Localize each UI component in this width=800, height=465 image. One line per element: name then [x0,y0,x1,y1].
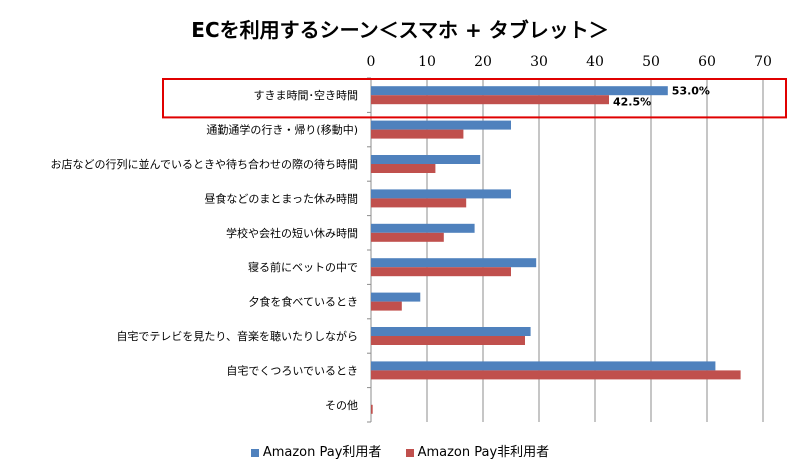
x-tick-label: 70 [754,54,772,70]
bar-series-0-cat-8 [371,361,716,371]
data-label: 42.5% [613,96,651,109]
data-label: 53.0% [672,85,710,98]
bar-series-1-cat-8 [371,370,741,380]
bar-series-0-cat-7 [371,327,531,336]
x-tick-label: 0 [367,54,376,70]
category-label: 学校や会社の短い休み時間 [226,226,358,240]
legend-swatch-series-1 [405,448,414,457]
x-tick-label: 60 [698,54,716,70]
category-label: 自宅でテレビを見たり、音楽を聴いたりしながら [116,329,358,343]
category-label: お店などの行列に並んでいるときや待ち合わせの際の待ち時間 [51,157,358,171]
category-label: 寝る前にベットの中で [248,260,358,274]
bar-series-0-cat-3 [371,189,511,199]
bar-series-1-cat-0 [371,95,609,105]
bar-series-1-cat-9 [371,404,373,414]
category-label: 自宅でくつろいでいるとき [226,363,358,377]
bar-series-0-cat-6 [371,292,421,302]
category-label: 昼食などのまとまった休み時間 [204,191,358,205]
bar-series-0-cat-0 [371,86,668,96]
category-label: 通勤通学の行き・帰り(移動中) [206,123,358,137]
bar-series-1-cat-7 [371,336,525,345]
bar-series-1-cat-3 [371,198,467,208]
chart-legend: Amazon Pay利用者 Amazon Pay非利用者 [0,441,800,460]
x-tick-label: 50 [642,54,660,70]
x-tick-label: 30 [530,54,548,70]
legend-label-series-0: Amazon Pay利用者 [262,445,382,460]
category-label: その他 [325,399,358,412]
bar-series-1-cat-4 [371,232,444,242]
bar-series-1-cat-1 [371,129,464,139]
chart-title: ECを利用するシーン＜スマホ + タブレット＞ [191,18,609,42]
x-tick-label: 20 [474,54,492,70]
bar-series-1-cat-5 [371,267,511,277]
x-tick-label: 40 [586,54,604,70]
bar-series-0-cat-2 [371,155,481,164]
bar-series-1-cat-6 [371,301,402,311]
legend-item-series-0: Amazon Pay利用者 [250,441,382,460]
legend-swatch-series-0 [250,448,259,457]
bar-series-0-cat-5 [371,258,537,268]
bar-series-0-cat-4 [371,223,475,233]
bar-series-0-cat-1 [371,120,511,130]
legend-label-series-1: Amazon Pay非利用者 [417,445,550,460]
highlight-box [162,78,787,119]
category-label: すきま時間･空き時間 [254,88,359,102]
bar-series-1-cat-2 [371,164,436,173]
legend-item-series-1: Amazon Pay非利用者 [405,441,550,460]
x-tick-label: 10 [418,54,436,70]
category-label: 夕食を食べているとき [248,295,358,309]
